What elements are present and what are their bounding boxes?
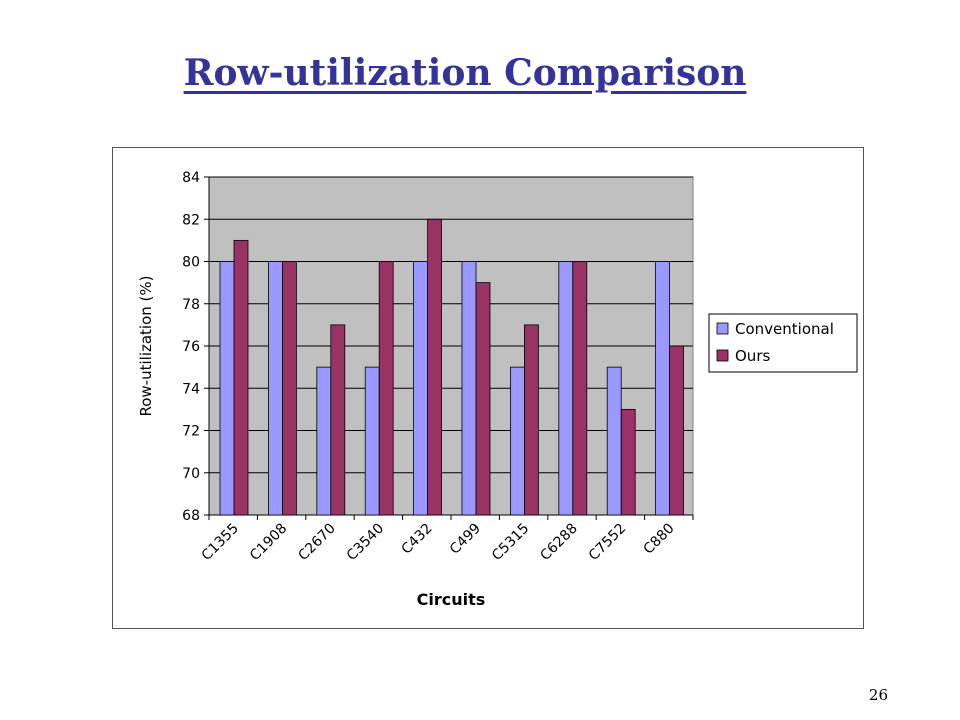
bar-ours-c6288 [572, 261, 588, 516]
x-tick-label: C1908 [247, 521, 290, 564]
x-tick-label: C432 [399, 521, 436, 558]
bar-conventional-c499 [461, 261, 477, 516]
bar-conventional-c3540 [364, 366, 380, 516]
y-axis-title: Row-utilization (%) [137, 275, 155, 416]
x-tick-label: C7552 [586, 521, 629, 564]
bar-ours-c432 [427, 218, 443, 516]
bar-conventional-c6288 [558, 261, 574, 516]
x-tick-label: C1355 [199, 521, 242, 564]
y-tick-label: 68 [182, 508, 200, 524]
bar-ours-c5315 [523, 324, 539, 516]
chart-frame: 68 70 72 74 76 78 80 82 84 C1355 C1908 C2670 C3540 C4… [112, 147, 864, 629]
y-tick-label: 84 [182, 170, 200, 186]
x-tick-label: C2670 [295, 521, 338, 564]
bar-chart: 68 70 72 74 76 78 80 82 84 C1355 C1908 C2670 C3540 C4… [137, 170, 858, 609]
bar-ours-c499 [475, 282, 491, 516]
bar-conventional-c1908 [267, 261, 283, 516]
x-tick-label: C6288 [537, 521, 580, 564]
y-tick-label: 80 [182, 255, 200, 271]
legend-swatch-conventional [716, 322, 729, 335]
bar-ours-c7552 [620, 408, 636, 516]
y-tick-label: 76 [182, 339, 200, 355]
slide-title: Row-utilization Comparison [183, 52, 747, 94]
x-tick-label: C499 [447, 521, 484, 558]
x-axis-title: Circuits [417, 590, 486, 609]
legend [708, 313, 858, 373]
bar-conventional-c5315 [509, 366, 525, 516]
y-tick-label: 70 [182, 466, 200, 482]
bar-conventional-c432 [413, 261, 429, 516]
bar-ours-c1908 [281, 261, 297, 516]
bar-ours-c2670 [330, 324, 346, 516]
y-tick-label: 82 [182, 212, 200, 228]
bar-ours-c880 [669, 345, 684, 516]
bar-ours-c3540 [378, 261, 394, 516]
x-tick-label: C880 [641, 521, 678, 558]
y-tick-label: 78 [182, 297, 200, 313]
legend-label-ours: Ours [735, 347, 770, 365]
bar-conventional-c880 [655, 261, 670, 516]
legend-swatch-ours [716, 349, 729, 362]
x-tick-label: C5315 [489, 521, 532, 564]
bar-ours-c1355 [233, 239, 249, 516]
bar-conventional-c2670 [316, 366, 332, 516]
y-tick-label: 74 [182, 381, 200, 397]
x-tick-label: C3540 [344, 521, 387, 564]
bar-conventional-c7552 [606, 366, 622, 516]
bar-conventional-c1355 [219, 261, 235, 516]
legend-label-conventional: Conventional [735, 320, 834, 338]
page-number: 26 [868, 686, 888, 704]
y-tick-label: 72 [182, 424, 200, 440]
